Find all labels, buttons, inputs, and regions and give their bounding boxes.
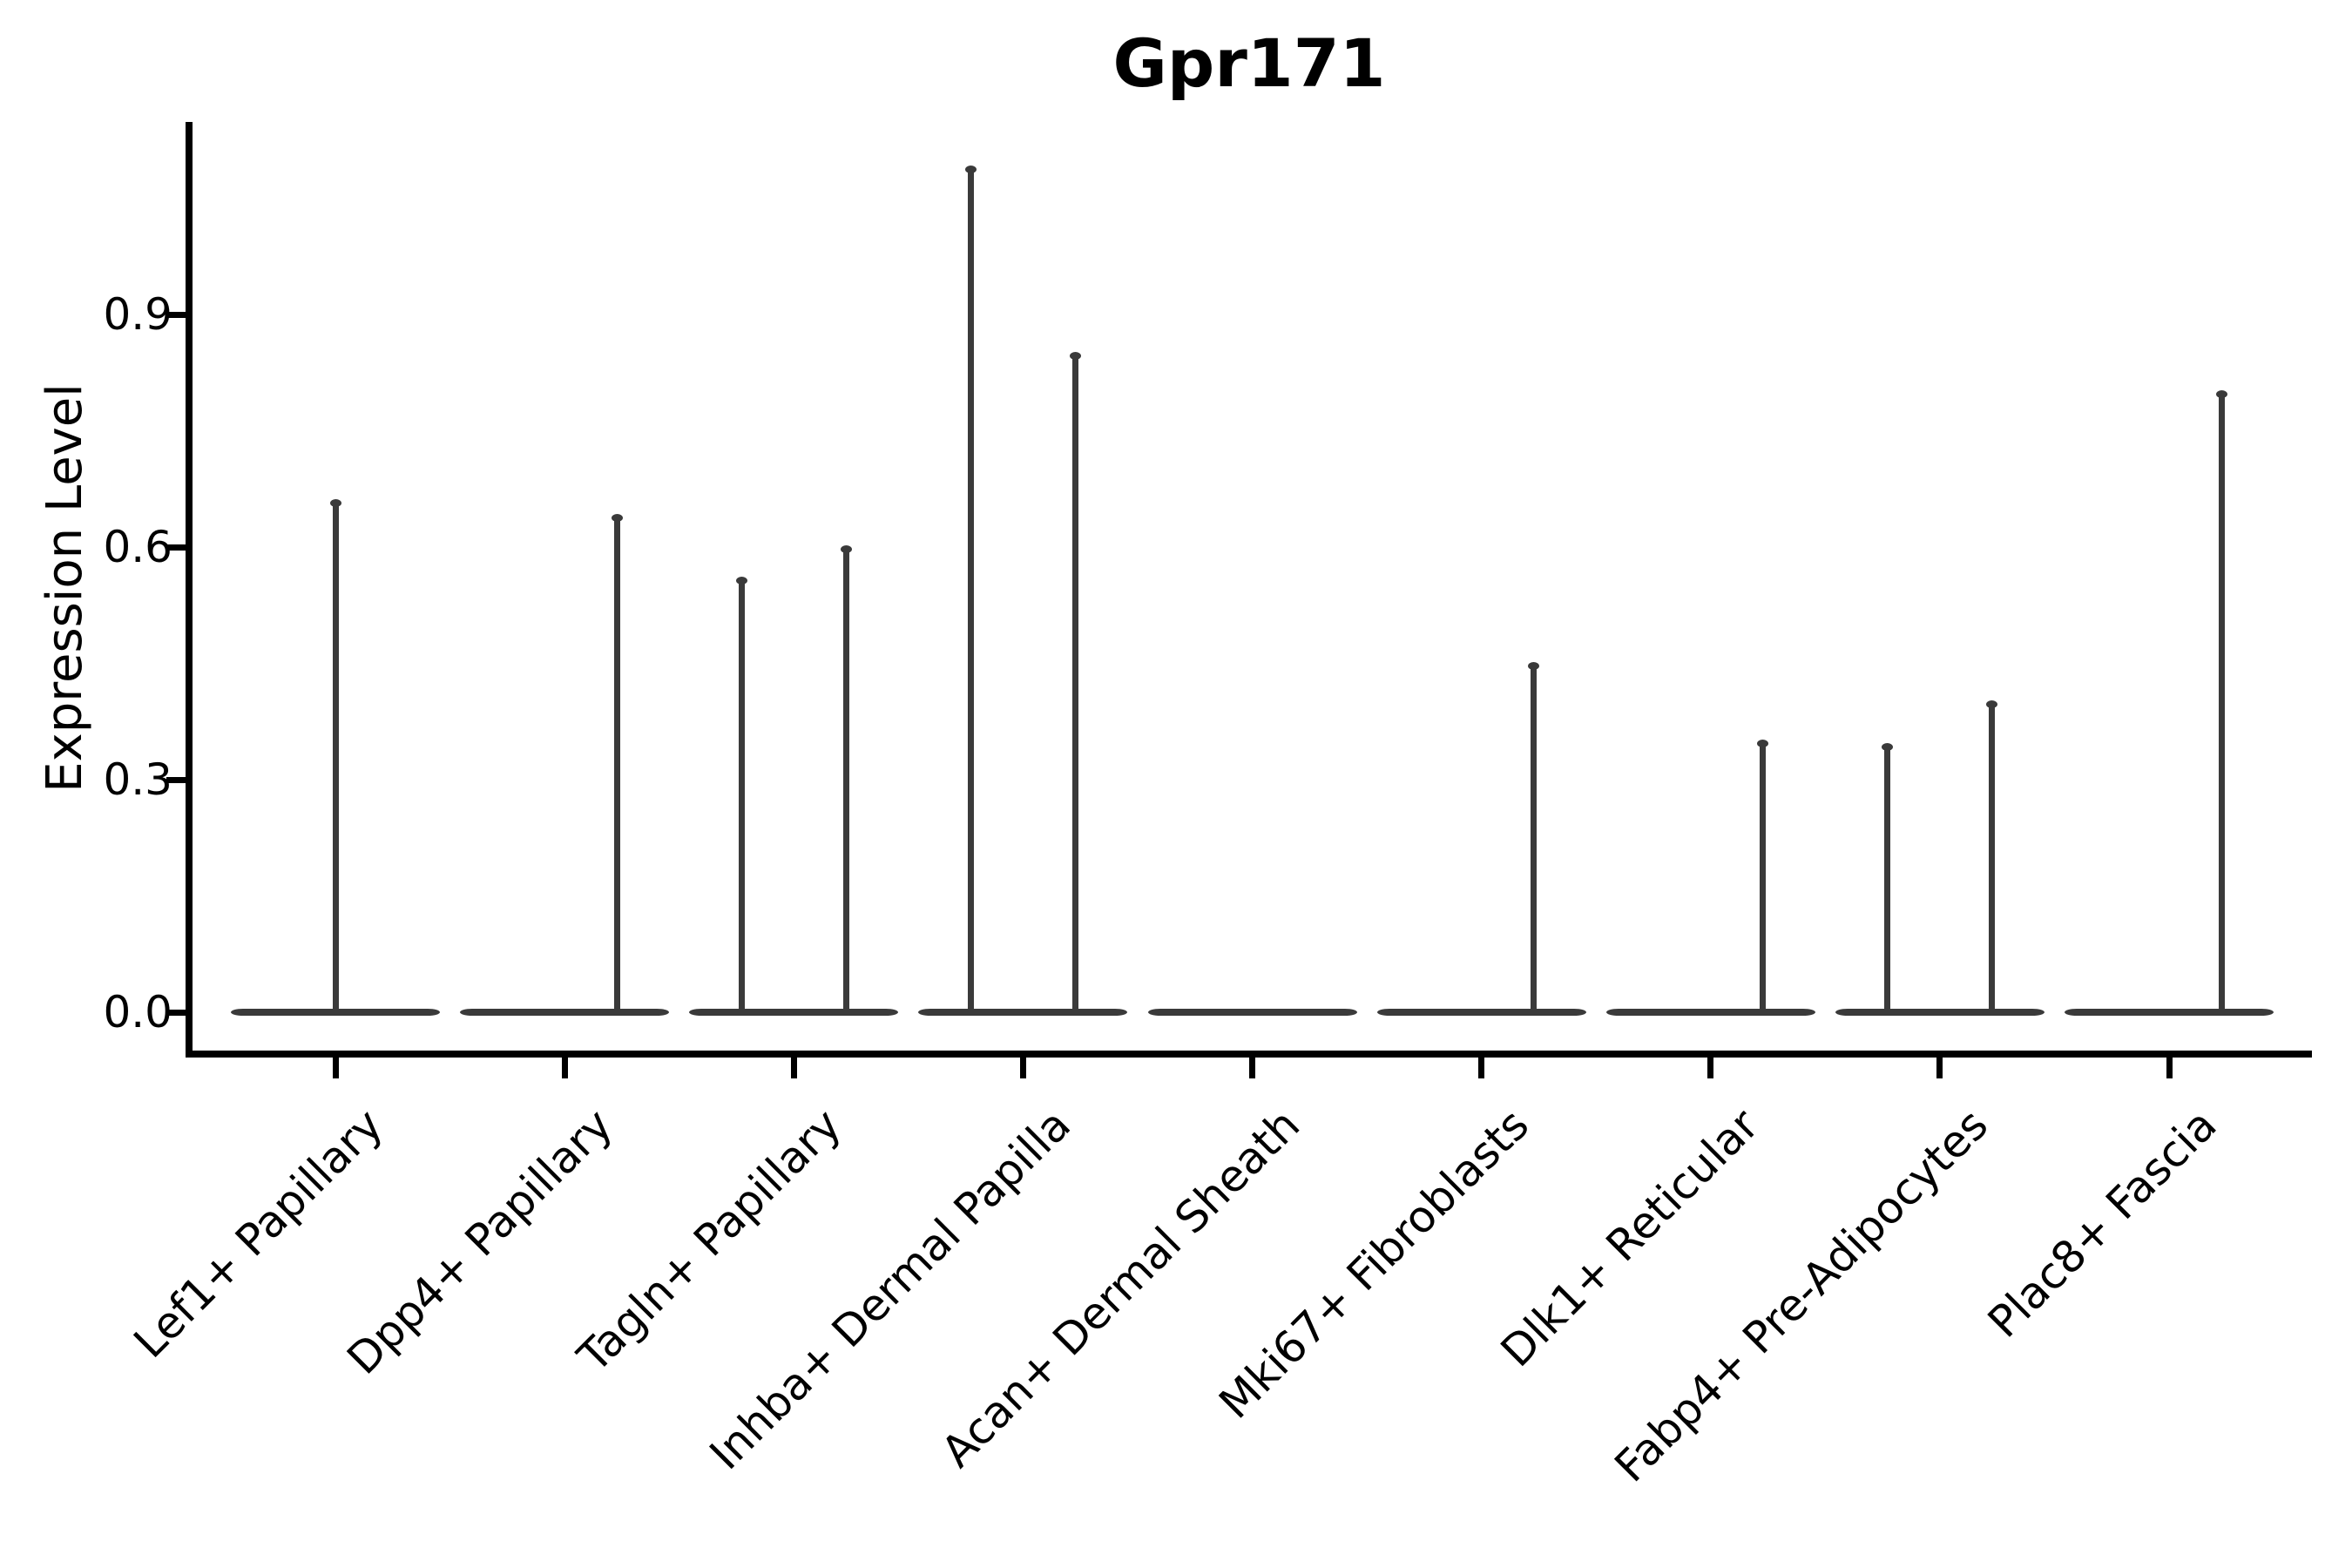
violin-spike [1071, 353, 1078, 1016]
y-tick [166, 1009, 189, 1016]
violin-spike-cap [964, 165, 977, 173]
x-tick [1707, 1058, 1714, 1078]
violin-body [2065, 1009, 2274, 1016]
violin-spike-cap [840, 545, 852, 553]
x-tick-label: Plac8+ Fascia [1978, 1099, 2227, 1348]
y-axis-line [186, 122, 193, 1054]
x-axis-line [186, 1051, 2312, 1058]
y-tick [166, 776, 189, 783]
violin-body [1605, 1009, 1815, 1016]
violin-body [1835, 1009, 2044, 1016]
violin-body [918, 1009, 1128, 1016]
violin-spike-cap [1069, 351, 1081, 360]
violin-spike [2218, 392, 2225, 1016]
x-tick [1019, 1058, 1026, 1078]
violin-spike [613, 516, 620, 1016]
x-tick [1936, 1058, 1943, 1078]
violin-spike-cap [735, 576, 747, 585]
violin-spike [332, 500, 339, 1016]
y-tick-label: 0.0 [103, 987, 172, 1037]
violin-spike [738, 578, 745, 1016]
chart-title: Gpr171 [1112, 24, 1386, 102]
violin-body [460, 1009, 670, 1016]
y-tick-label: 0.3 [103, 754, 172, 805]
violin-body [1376, 1009, 1586, 1016]
y-tick [166, 311, 189, 318]
x-tick-label: Lef1+ Papillary [124, 1099, 394, 1369]
violin-spike-cap [1986, 700, 1998, 708]
violin-spike [842, 547, 849, 1016]
violin-body [689, 1009, 899, 1016]
x-tick [1478, 1058, 1485, 1078]
violin-spike-cap [2215, 390, 2227, 398]
violin-spike [967, 166, 974, 1016]
x-tick [2166, 1058, 2173, 1078]
violin-spike [1884, 744, 1891, 1016]
y-axis-label: Expression Level [37, 383, 93, 793]
x-tick [1249, 1058, 1255, 1078]
violin-spike-cap [1528, 661, 1540, 670]
x-tick-label: Fabp4+ Pre-Adipocytes [1605, 1099, 1997, 1492]
y-tick [166, 544, 189, 551]
violin-spike-cap [611, 514, 623, 523]
violin-spike-cap [1882, 742, 1894, 751]
violin-spike-cap [329, 498, 341, 507]
x-tick [790, 1058, 797, 1078]
y-tick-label: 0.6 [103, 522, 172, 572]
x-tick [561, 1058, 568, 1078]
violin-spike [1531, 663, 1538, 1016]
y-tick-label: 0.9 [103, 289, 172, 340]
violin-spike-cap [1757, 739, 1769, 747]
violin-spike [1989, 702, 1996, 1016]
violin-spike [1760, 740, 1767, 1016]
violin-body [1147, 1009, 1357, 1016]
x-tick [332, 1058, 339, 1078]
